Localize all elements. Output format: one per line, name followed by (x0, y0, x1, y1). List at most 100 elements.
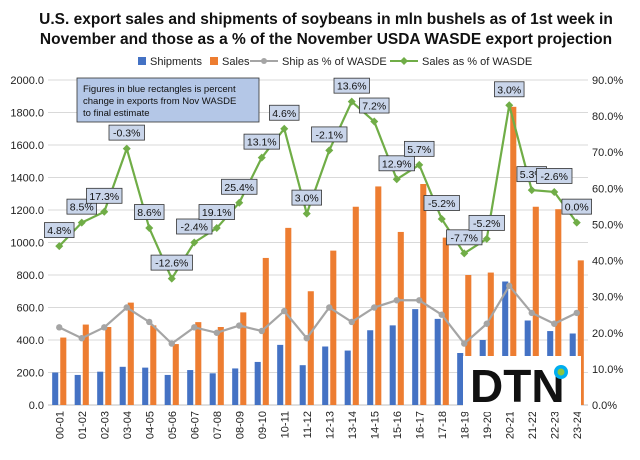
percent-change-label-text: 3.0% (295, 193, 319, 205)
x-axis-tick-label: 14-15 (369, 411, 381, 439)
percent-change-label-bg (108, 124, 145, 141)
sales-pct-point (392, 175, 401, 184)
percent-change-label-text: -2.4% (181, 222, 208, 234)
bar-sales (352, 206, 359, 405)
x-axis-tick-label: 18-19 (459, 411, 471, 439)
x-axis-tick-label: 03-04 (122, 411, 134, 439)
percent-change-label-bg (86, 187, 123, 204)
percent-change-label: 3.0% (291, 189, 322, 206)
ship-pct-point (281, 307, 288, 315)
sales-pct-point (437, 215, 446, 224)
legend-shipments-swatch (138, 57, 146, 65)
percent-change-label-text: 4.6% (272, 108, 296, 120)
percent-change-label-text: 8.5% (70, 202, 94, 214)
percent-change-label: 3.0% (494, 81, 525, 98)
sales-pct-point (190, 238, 199, 247)
percent-change-label-bg (150, 254, 193, 271)
percent-change-label-bg (423, 195, 460, 211)
percent-change-label-text: 0.0% (565, 202, 589, 214)
sales-pct-point (572, 218, 581, 227)
percent-change-label-bg (311, 126, 348, 143)
percent-change-label-bg (333, 77, 370, 94)
percent-change-label-text: 13.1% (247, 137, 277, 149)
bar-sales (82, 324, 89, 405)
bar-sales (150, 325, 157, 405)
percent-change-label-bg (198, 204, 235, 220)
percent-change-label: 17.3% (86, 187, 123, 204)
right-axis-tick-label: 0.0% (592, 400, 617, 412)
percent-change-label-text: 13.6% (337, 81, 367, 93)
x-axis-tick-label: 21-22 (527, 411, 539, 439)
percent-change-label-bg (446, 229, 483, 246)
percent-change-label: -2.1% (311, 126, 348, 143)
right-axis-tick-label: 40.0% (592, 256, 623, 268)
annotation-line-1: Figures in blue rectangles is percent (83, 84, 236, 95)
left-axis-tick-label: 1800.0 (10, 108, 44, 120)
ship-pct-point (236, 322, 243, 329)
bar-shipments (254, 361, 261, 405)
ship-pct-point (573, 309, 580, 317)
bar-shipments (187, 370, 194, 405)
left-axis-tick-label: 1400.0 (10, 173, 44, 185)
ship-pct-point (438, 311, 445, 318)
left-axis-tick-label: 1200.0 (10, 205, 44, 217)
sales-pct-point (550, 187, 559, 196)
bar-shipments (299, 365, 306, 405)
percent-change-label-bg (243, 133, 280, 150)
sales-pct-point (527, 186, 536, 195)
percent-change-label: 19.1% (198, 204, 235, 220)
dtn-logo-text: DTN (470, 360, 565, 412)
sales-pct-point (77, 218, 86, 227)
bar-sales (217, 327, 224, 405)
bar-sales (487, 272, 494, 405)
ship-pct-point (348, 318, 355, 326)
bar-sales (577, 260, 584, 405)
bar-sales (375, 186, 382, 405)
bar-sales (127, 302, 134, 405)
percent-change-label: 25.4% (221, 178, 258, 195)
bar-shipments (74, 374, 81, 405)
ship-pct-point (303, 334, 310, 342)
legend-sales-pct-label: Sales as % of WASDE (422, 56, 532, 68)
bar-sales (510, 106, 517, 405)
sales-pct-point (482, 234, 491, 243)
right-axis-tick-label: 60.0% (592, 183, 623, 195)
x-axis-tick-label: 15-16 (392, 411, 404, 439)
ship-pct-point (326, 304, 333, 311)
ship-pct-point (191, 324, 198, 331)
x-axis-tick-label: 00-01 (54, 411, 66, 439)
percent-change-label: 4.8% (44, 222, 75, 239)
bar-shipments (502, 281, 509, 405)
legend: Shipments Sales Ship as % of WASDE Sales… (138, 56, 532, 68)
sales-pct-point (122, 144, 131, 153)
sales-pct-point (370, 117, 379, 126)
bar-sales (195, 322, 202, 405)
bar-shipments (52, 372, 59, 405)
bar-shipments (322, 346, 329, 405)
percent-change-label: 8.6% (134, 204, 165, 220)
legend-ship-pct-label: Ship as % of WASDE (282, 56, 387, 68)
percent-change-label-text: -0.3% (113, 128, 140, 140)
percent-change-label: 12.9% (378, 155, 415, 172)
right-axis-tick-label: 50.0% (592, 219, 623, 231)
bar-shipments (367, 330, 374, 405)
left-axis-tick-label: 0.0 (29, 400, 44, 412)
bar-shipments (209, 373, 216, 405)
legend-sales-pct-marker (400, 57, 408, 65)
percent-change-labels: 4.8% 8.5%17.3% -0.3% 8.6% -12.6% -2.4% 19.1% 25… (44, 77, 592, 271)
dtn-logo-accent-inner-icon (557, 368, 565, 376)
percent-change-label: -2.4% (176, 218, 213, 235)
x-axis-tick-label: 04-05 (144, 411, 156, 439)
bar-sales (307, 291, 314, 405)
ship-pct-point (483, 320, 490, 327)
percent-change-label: -5.2% (468, 214, 505, 231)
bar-sales (420, 184, 427, 405)
ship-pct-point (168, 340, 175, 347)
legend-sales-swatch (210, 57, 218, 65)
annotation-box-bg (76, 77, 260, 123)
sales-pct-point (167, 274, 176, 283)
sales-pct-point (325, 146, 334, 155)
x-axis-tick-label: 05-06 (167, 411, 179, 439)
x-axis-labels: 00-01 01-02 02-03 03-04 04-05 05-06 06-07 07-08… (54, 411, 584, 439)
percent-change-label-text: 17.3% (89, 191, 119, 203)
